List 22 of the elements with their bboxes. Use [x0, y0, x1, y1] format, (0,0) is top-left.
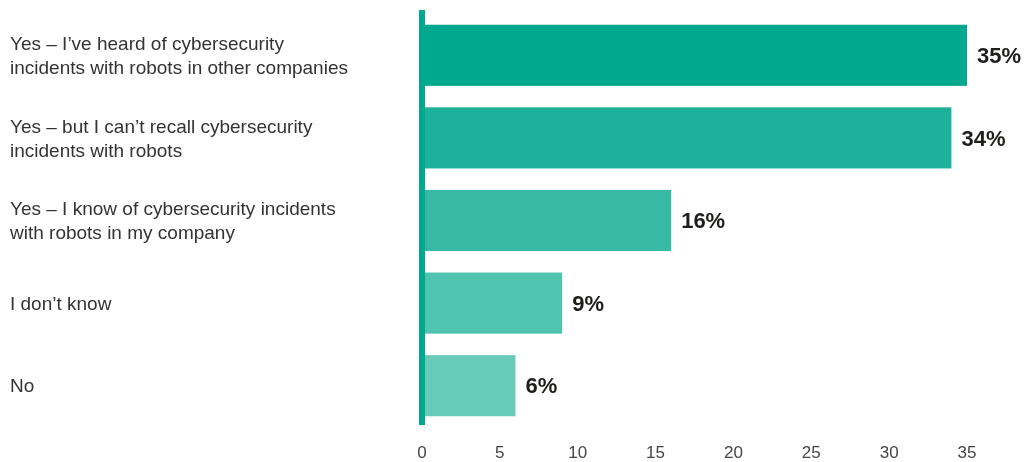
- x-tick-label: 10: [568, 443, 588, 462]
- x-tick-label: 20: [723, 443, 743, 462]
- x-tick-label: 25: [801, 443, 821, 462]
- bar: [422, 355, 516, 417]
- data-label: 6%: [525, 373, 558, 399]
- x-tick-label: 5: [495, 443, 505, 462]
- x-tick-label: 0: [417, 443, 427, 462]
- data-label: 35%: [977, 43, 1022, 68]
- x-tick-label: 35: [957, 443, 977, 462]
- y-tick-label: Yes – I’ve heard of cybersecurity incidents with robots in other companies: [10, 32, 348, 78]
- data-label: 34%: [961, 125, 1006, 151]
- y-tick-label: No: [10, 375, 35, 397]
- bar: [422, 107, 952, 169]
- y-tick-label: I don’t know: [10, 292, 112, 314]
- x-tick-label: 15: [646, 443, 666, 462]
- bar: [422, 189, 672, 252]
- y-tick-label: Yes – but I can’t recall cybersecurity incidents with robots: [10, 115, 313, 161]
- x-tick-label: 30: [879, 443, 899, 462]
- bar: [422, 272, 563, 334]
- data-label: 16%: [681, 208, 726, 234]
- y-tick-label: Yes – I know of cybersecurity incidents with robots in my company: [9, 198, 336, 244]
- data-label: 9%: [572, 290, 604, 316]
